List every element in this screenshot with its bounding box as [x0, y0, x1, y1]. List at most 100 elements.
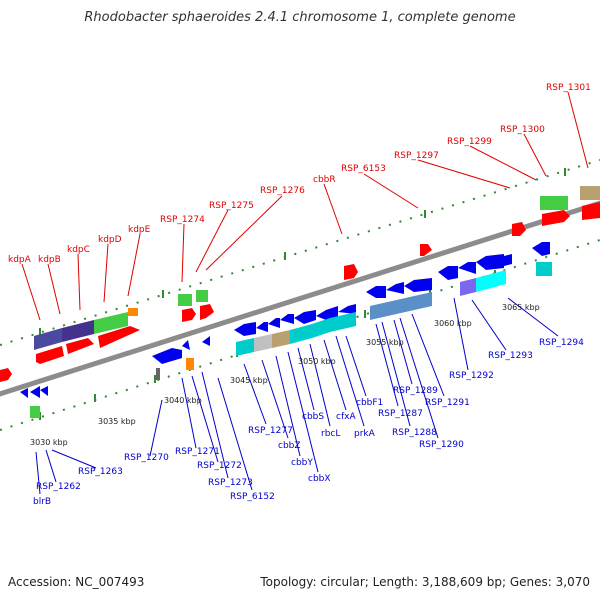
gene-arrow[interactable] [542, 210, 570, 226]
gene-block-cyan[interactable] [330, 312, 356, 332]
gene-arrow[interactable] [66, 338, 94, 354]
gene-block-green[interactable] [178, 294, 192, 306]
gene-block-cyan[interactable] [476, 270, 506, 292]
gene-label-kdpB[interactable]: kdpB [38, 255, 61, 265]
gene-label-RSP_1288[interactable]: RSP_1288 [392, 428, 437, 438]
gene-arrow[interactable] [234, 322, 256, 336]
gene-block-cyan[interactable] [290, 324, 312, 344]
gene-arrow[interactable] [386, 282, 404, 294]
gene-arrow[interactable] [458, 262, 476, 274]
gene-label-cbbX[interactable]: cbbX [308, 474, 331, 484]
gene-arrow[interactable] [404, 278, 432, 292]
gene-label-RSP_1263[interactable]: RSP_1263 [78, 467, 123, 477]
gene-block-small-blue[interactable] [504, 254, 512, 266]
gene-arrow[interactable] [36, 346, 64, 364]
gene-label-cbbF1[interactable]: cbbF1 [356, 398, 383, 408]
gene-block-green[interactable] [30, 406, 40, 418]
gene-arrow[interactable] [344, 264, 358, 280]
gene-block-green[interactable] [540, 196, 568, 210]
gene-label-RSP_1293[interactable]: RSP_1293 [488, 351, 533, 361]
gene-label-RSP_1291[interactable]: RSP_1291 [425, 398, 470, 408]
kbp-label: 3040 kbp [164, 396, 202, 405]
gene-arrow[interactable] [152, 348, 182, 364]
forward-gene-labels: kdpA kdpB kdpC kdpD kdpE RSP_1274 RSP_12… [8, 83, 591, 265]
gene-arrow[interactable] [280, 314, 294, 324]
gene-label-RSP_1287[interactable]: RSP_1287 [378, 409, 423, 419]
gene-arrow[interactable] [40, 386, 48, 396]
gene-label-RSP_1274[interactable]: RSP_1274 [160, 215, 205, 225]
gene-arrow[interactable] [200, 304, 214, 320]
gene-block-cyan[interactable] [536, 262, 552, 276]
gene-arrow[interactable] [476, 254, 504, 270]
gene-label-RSP_6152[interactable]: RSP_6152 [230, 492, 275, 502]
reverse-strand-genes [20, 242, 552, 418]
gene-label-RSP_1297[interactable]: RSP_1297 [394, 151, 439, 161]
gene-block-orange[interactable] [186, 358, 194, 370]
gene-arrow[interactable] [0, 368, 12, 382]
gene-block-cyan[interactable] [236, 338, 254, 356]
gene-label-cfxA[interactable]: cfxA [336, 412, 356, 422]
gene-label-RSP_1273[interactable]: RSP_1273 [208, 478, 253, 488]
gene-arrow[interactable] [532, 242, 550, 256]
gene-arrow[interactable] [582, 202, 600, 220]
gene-block-kdpC[interactable] [94, 312, 128, 334]
gene-arrow[interactable] [256, 322, 268, 332]
gene-arrow[interactable] [182, 308, 196, 322]
gene-arrow[interactable] [420, 244, 432, 256]
gene-label-RSP_1299[interactable]: RSP_1299 [447, 137, 492, 147]
gene-label-RSP_6153[interactable]: RSP_6153 [341, 164, 386, 174]
gene-label-blrB[interactable]: blrB [33, 497, 51, 507]
gene-label-RSP_1272[interactable]: RSP_1272 [197, 461, 242, 471]
gene-block-tan[interactable] [272, 330, 290, 348]
gene-label-RSP_1277[interactable]: RSP_1277 [248, 426, 293, 436]
gene-arrow[interactable] [438, 266, 458, 280]
kbp-label: 3045 kbp [230, 376, 268, 385]
gene-arrow[interactable] [98, 326, 140, 348]
gene-label-cbbY[interactable]: cbbY [291, 458, 313, 468]
gene-arrow[interactable] [294, 310, 316, 324]
gene-label-rbcL[interactable]: rbcL [321, 429, 340, 439]
gene-block-grey[interactable] [156, 368, 160, 380]
gene-label-cbbS[interactable]: cbbS [302, 412, 324, 422]
gene-arrow[interactable] [512, 222, 526, 236]
gene-block-cyan[interactable] [312, 318, 330, 338]
gene-label-RSP_1271[interactable]: RSP_1271 [175, 447, 220, 457]
gene-label-RSP_1262[interactable]: RSP_1262 [36, 482, 81, 492]
genome-summary-text: Topology: circular; Length: 3,188,609 bp… [260, 575, 590, 589]
kbp-labels: 3030 kbp 3035 kbp 3040 kbp 3045 kbp 3050… [30, 303, 540, 447]
gene-block-violet[interactable] [460, 278, 476, 296]
gene-label-RSP_1289[interactable]: RSP_1289 [393, 386, 438, 396]
gene-block-kdpB[interactable] [62, 320, 94, 342]
reverse-leader-lines [35, 297, 559, 495]
gene-label-prkA[interactable]: prkA [354, 429, 376, 439]
gene-label-RSP_1270[interactable]: RSP_1270 [124, 453, 169, 463]
gene-arrow[interactable] [338, 304, 356, 314]
gene-arrow[interactable] [30, 386, 40, 398]
gene-label-kdpC[interactable]: kdpC [67, 245, 90, 255]
gene-arrow[interactable] [268, 318, 280, 328]
gene-label-RSP_1276[interactable]: RSP_1276 [260, 186, 305, 196]
gene-label-RSP_1301[interactable]: RSP_1301 [546, 83, 591, 93]
gene-label-kdpE[interactable]: kdpE [128, 225, 151, 235]
gene-label-kdpA[interactable]: kdpA [8, 255, 32, 265]
gene-label-RSP_1292[interactable]: RSP_1292 [449, 371, 494, 381]
gene-block-tan[interactable] [580, 186, 600, 200]
gene-label-cbbR[interactable]: cbbR [313, 175, 336, 185]
gene-block-steel[interactable] [370, 292, 432, 320]
gene-label-RSP_1294[interactable]: RSP_1294 [539, 338, 584, 348]
gene-arrow[interactable] [316, 306, 338, 320]
gene-arrow[interactable] [20, 388, 28, 398]
gene-block-kdpA[interactable] [34, 328, 62, 350]
gene-block-small-orange[interactable] [128, 308, 138, 316]
gene-label-cbbZ[interactable]: cbbZ [278, 441, 301, 451]
gene-label-RSP_1300[interactable]: RSP_1300 [500, 125, 545, 135]
gene-label-RSP_1275[interactable]: RSP_1275 [209, 201, 254, 211]
gene-block-grey[interactable] [254, 334, 272, 352]
gene-arrow[interactable] [366, 286, 386, 298]
gene-block-green[interactable] [196, 290, 208, 302]
gene-arrow[interactable] [182, 340, 190, 350]
gene-label-kdpD[interactable]: kdpD [98, 235, 122, 245]
gene-arrow[interactable] [202, 336, 210, 346]
gene-label-RSP_1290[interactable]: RSP_1290 [419, 440, 464, 450]
